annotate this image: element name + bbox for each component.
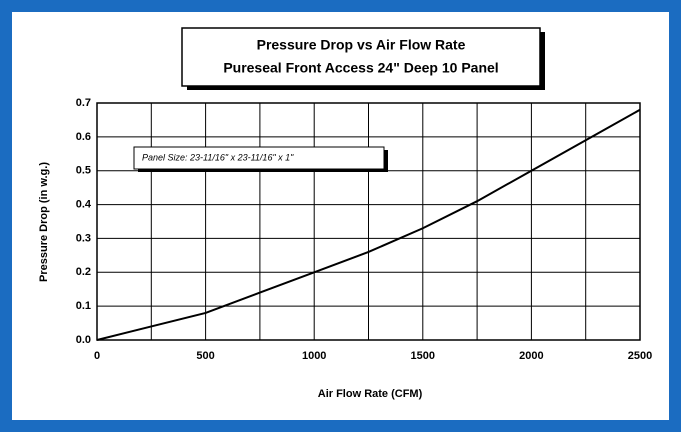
chart-subtitle: Pureseal Front Access 24" Deep 10 Panel [223, 60, 498, 76]
chart-title: Pressure Drop vs Air Flow Rate [257, 37, 466, 53]
x-tick-label: 500 [196, 350, 214, 362]
x-tick-label: 0 [94, 350, 100, 362]
y-tick-label: 0.2 [76, 266, 91, 278]
y-tick-label: 0.5 [76, 165, 91, 177]
y-axis-label: Pressure Drop (in w.g.) [38, 162, 50, 282]
x-tick-label: 1000 [302, 350, 326, 362]
data-line [96, 108, 641, 341]
plot: 0.0 0.1 0.2 0.3 0.4 0.5 0.6 0.7 0 500 1000 1500 2000… [76, 97, 653, 362]
title-box [181, 27, 541, 87]
annotation: Panel Size: 23-11/16" x 23-11/16" x 1" [142, 152, 294, 162]
x-tick-label: 2000 [519, 350, 543, 362]
y-tick-label: 0.7 [76, 97, 91, 109]
x-axis-label: Air Flow Rate (CFM) [318, 388, 423, 400]
x-tick-label: 2500 [628, 350, 652, 362]
y-tick-label: 0.4 [76, 198, 92, 210]
plot-frame [96, 102, 641, 341]
x-tick-label: 1500 [411, 350, 435, 362]
y-tick-label: 0.1 [76, 300, 91, 312]
annotation-box [133, 146, 385, 170]
y-tick-label: 0.0 [76, 334, 91, 346]
y-tick-label: 0.3 [76, 232, 91, 244]
y-tick-label: 0.6 [76, 131, 91, 143]
